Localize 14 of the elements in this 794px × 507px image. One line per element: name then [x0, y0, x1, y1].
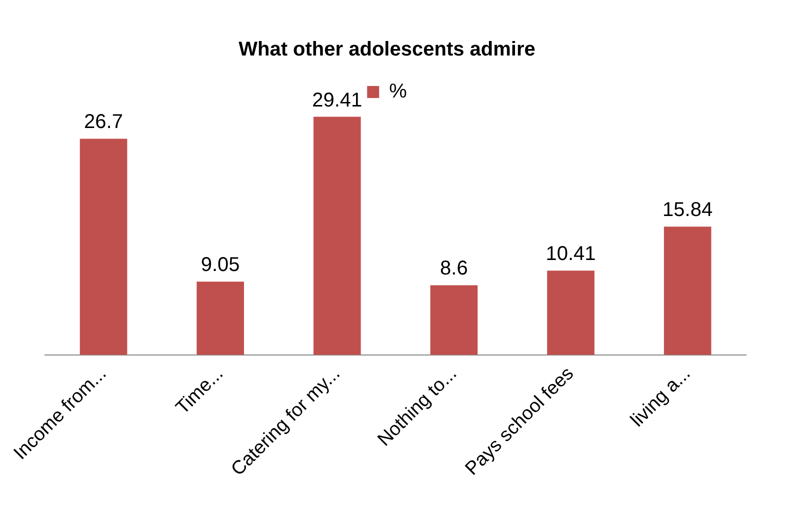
bar	[196, 282, 244, 355]
bar	[547, 270, 594, 355]
data-label: 26.7	[84, 111, 123, 134]
chart-title: What other adolescents admire	[238, 38, 536, 61]
data-label: 15.84	[662, 199, 713, 222]
legend-label: %	[389, 80, 408, 103]
data-label: 29.41	[312, 89, 362, 112]
bar	[80, 138, 128, 355]
data-label: 9.05	[200, 254, 240, 276]
data-label: 10.41	[546, 243, 596, 266]
bar	[430, 285, 478, 355]
bar	[664, 226, 712, 355]
bar	[314, 116, 361, 355]
data-label: 8.6	[440, 258, 468, 280]
